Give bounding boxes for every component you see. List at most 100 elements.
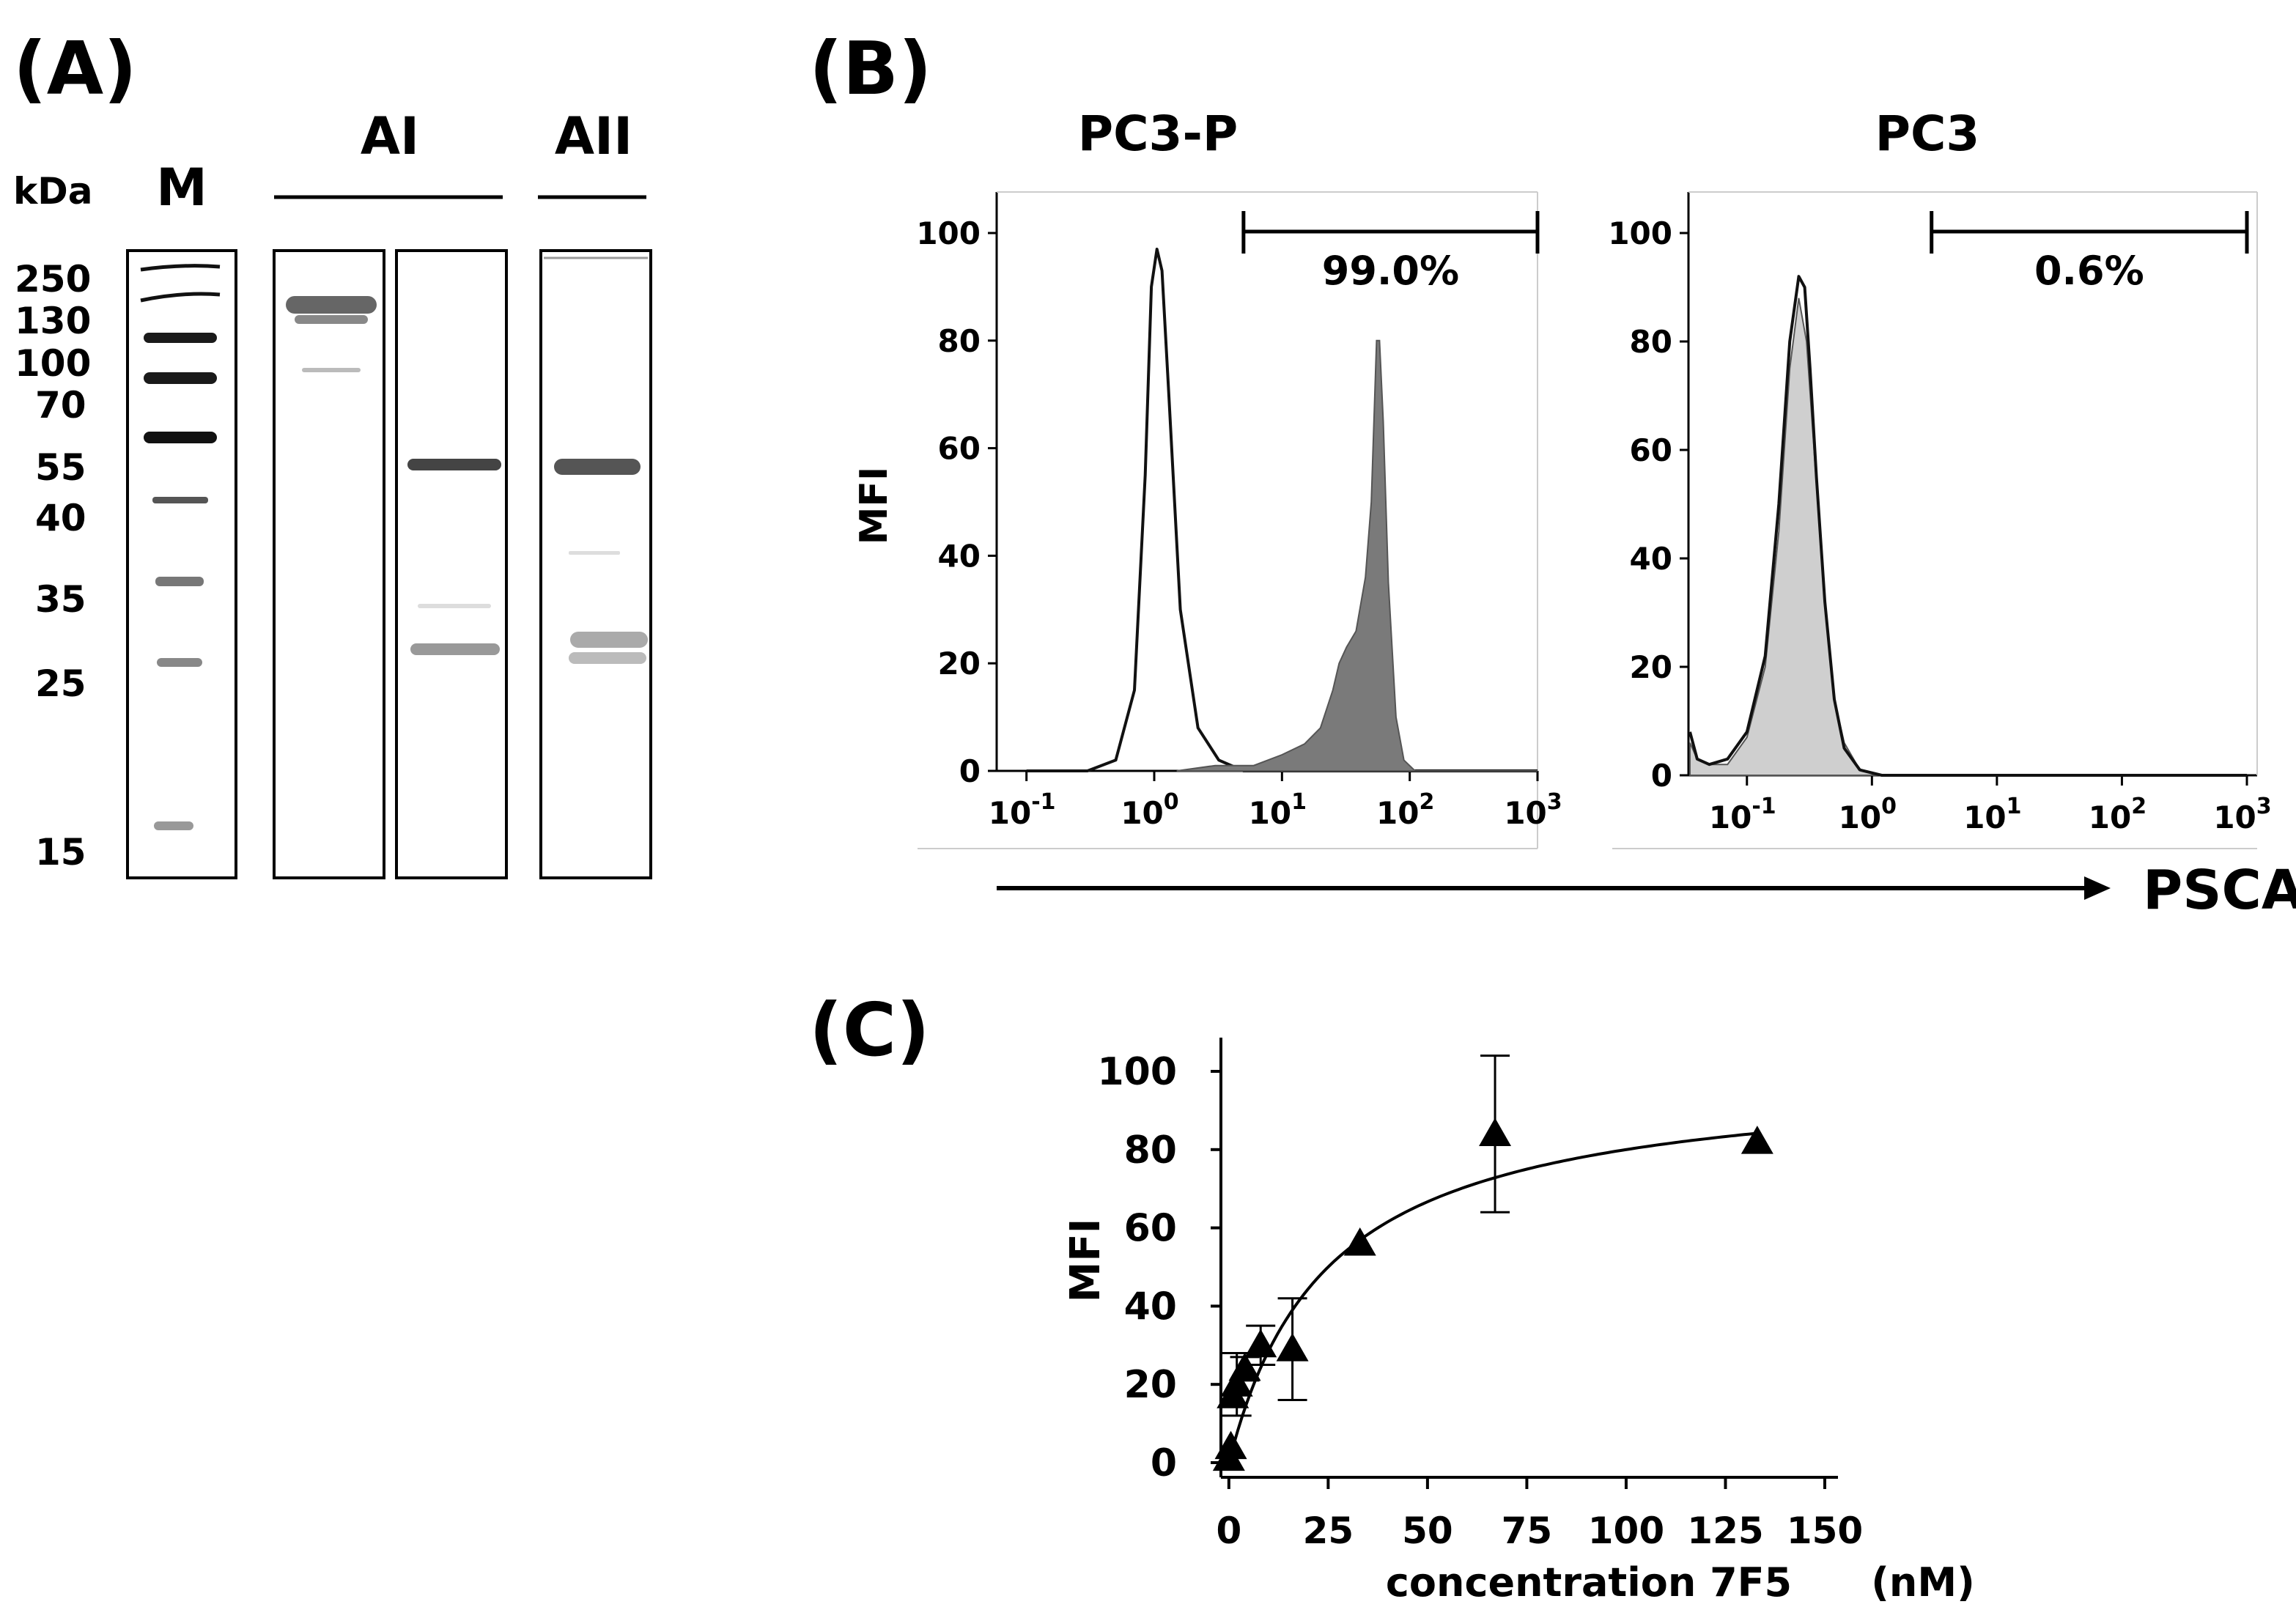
panel-c-label: (C): [809, 987, 930, 1073]
panel-b: (B) PC3-P PC3 MFI 0 20 40 60 80 100 10-1 100 101…: [809, 26, 2296, 922]
y-tick-label: 100: [1608, 215, 1672, 251]
histogram-pc3-frame: [1612, 191, 2258, 849]
x-tick-label: 0: [1216, 1510, 1241, 1552]
gel-band: [286, 296, 377, 314]
marker-label: 55: [35, 446, 86, 489]
lane-label-ai: AI: [361, 106, 419, 166]
y-tick-label: 80: [938, 323, 981, 359]
gel-lane-aii: [539, 249, 652, 879]
x-tick-label: 150: [1787, 1510, 1863, 1552]
histogram-pc3p: 0 20 40 60 80 100 10-1 100 101 102 103 99.0%: [916, 211, 1562, 831]
x-tick-label: 10-1: [1709, 794, 1776, 835]
marker-label: 15: [35, 831, 86, 873]
binding-plot: 0 20 40 60 80 100 0 25 50 75 100 125 150: [1097, 1038, 1863, 1552]
y-axis-label: MFI: [852, 467, 896, 545]
gel-band: [144, 432, 217, 443]
triangle-marker-icon: [1220, 1368, 1253, 1397]
y-axis-label: MFI: [1062, 1219, 1110, 1303]
panel-a-label: (A): [13, 26, 137, 111]
gel-band: [302, 368, 361, 372]
y-tick-label: 60: [938, 431, 981, 467]
panel-c: (C) MFI 0 20 40 60 80 100 0 25 50 75 100 125 150 con…: [809, 987, 1975, 1606]
gel-band: [144, 333, 217, 343]
x-tick-label: 103: [1504, 789, 1562, 831]
ai-2-bands: [407, 459, 501, 655]
gel-band: [554, 459, 641, 475]
x-tick-label: 25: [1303, 1510, 1354, 1552]
marker-labels: 250 130 100 70 55 40 35 25 15: [15, 258, 91, 873]
fit-curve: [1227, 1131, 1757, 1463]
gate-percent-label: 99.0%: [1322, 248, 1459, 294]
triangle-marker-icon: [1479, 1118, 1512, 1146]
x-tick-label: 100: [1588, 1510, 1664, 1552]
y-tick-label: 20: [1124, 1363, 1177, 1407]
histogram-filled-series: [1689, 298, 2247, 776]
gel-lane-ai-1: [273, 249, 385, 879]
ai-1-bands: [286, 296, 377, 372]
marker-label: 35: [35, 578, 86, 621]
x-tick-label: 50: [1402, 1510, 1453, 1552]
y-tick-label: 60: [1630, 432, 1672, 468]
gel-lane-m: [126, 249, 237, 879]
gel-band: [569, 652, 646, 664]
y-tick-label: 80: [1630, 324, 1672, 360]
y-tick-label: 0: [1651, 758, 1672, 794]
x-unit-label: (nM): [1871, 1559, 1975, 1606]
y-tick-label: 0: [1151, 1441, 1177, 1485]
histogram-outline-series: [1688, 275, 2247, 777]
y-tick-label: 0: [959, 753, 981, 789]
aii-bands: [544, 256, 648, 664]
gel-lane-ai-2: [395, 249, 508, 879]
triangle-marker-icon: [1244, 1329, 1277, 1358]
marker-label: 100: [15, 342, 91, 385]
x-tick-label: 75: [1502, 1510, 1553, 1552]
gel-band: [154, 821, 193, 830]
arrow-head-icon: [2084, 876, 2111, 900]
x-tick-label: 101: [1963, 794, 2021, 835]
panel-a: (A) kDa M AI AII 250 130 100 70 55 40 35…: [13, 26, 652, 879]
x-tick-label: 102: [2089, 794, 2146, 835]
gel-band: [407, 459, 501, 470]
lane-label-m: M: [156, 158, 207, 218]
x-tick-label: 100: [1839, 794, 1897, 835]
psca-label: PSCA: [2143, 859, 2296, 922]
lane-label-aii: AII: [555, 106, 632, 166]
y-tick-label: 100: [916, 215, 981, 251]
gel-band: [144, 372, 217, 384]
y-tick-label: 40: [1630, 541, 1672, 577]
gel-band: [418, 604, 491, 608]
triangle-marker-icon: [1741, 1126, 1773, 1154]
y-tick-label: 100: [1097, 1050, 1177, 1094]
y-tick-label: 40: [938, 538, 981, 574]
x-tick-label: 10-1: [989, 789, 1056, 831]
marker-label: 250: [15, 258, 91, 300]
triangle-marker-icon: [1276, 1333, 1309, 1362]
x-tick-label: 101: [1249, 789, 1307, 831]
x-tick-label: 103: [2213, 794, 2271, 835]
gel-band: [410, 643, 500, 655]
kda-unit-label: kDa: [13, 170, 93, 213]
y-tick-label: 20: [1630, 649, 1672, 685]
y-tick-label: 40: [1124, 1285, 1177, 1329]
marker-bands: [140, 264, 221, 830]
marker-label: 40: [35, 497, 86, 539]
x-tick-label: 100: [1121, 789, 1178, 831]
y-tick-label: 60: [1124, 1207, 1177, 1251]
gel-band: [569, 551, 620, 555]
gel-band: [295, 315, 368, 324]
histogram-title: PC3-P: [1078, 106, 1239, 162]
y-tick-label: 20: [938, 646, 981, 681]
triangle-marker-icon: [1214, 1430, 1247, 1460]
histogram-pc3: 0 20 40 60 80 100 10-1 100 101 102 103 0.6%: [1608, 211, 2272, 835]
x-tick-label: 125: [1687, 1510, 1763, 1552]
panel-b-label: (B): [809, 26, 932, 111]
gel-band: [140, 292, 221, 303]
x-tick-label: 102: [1376, 789, 1434, 831]
x-axis-label: concentration 7F5: [1386, 1559, 1792, 1606]
gel-band: [155, 577, 204, 586]
marker-label: 25: [35, 662, 86, 705]
triangle-marker-icon: [1343, 1227, 1376, 1256]
gate-percent-label: 0.6%: [2034, 248, 2144, 294]
histogram-outline-series: [1026, 248, 1538, 772]
